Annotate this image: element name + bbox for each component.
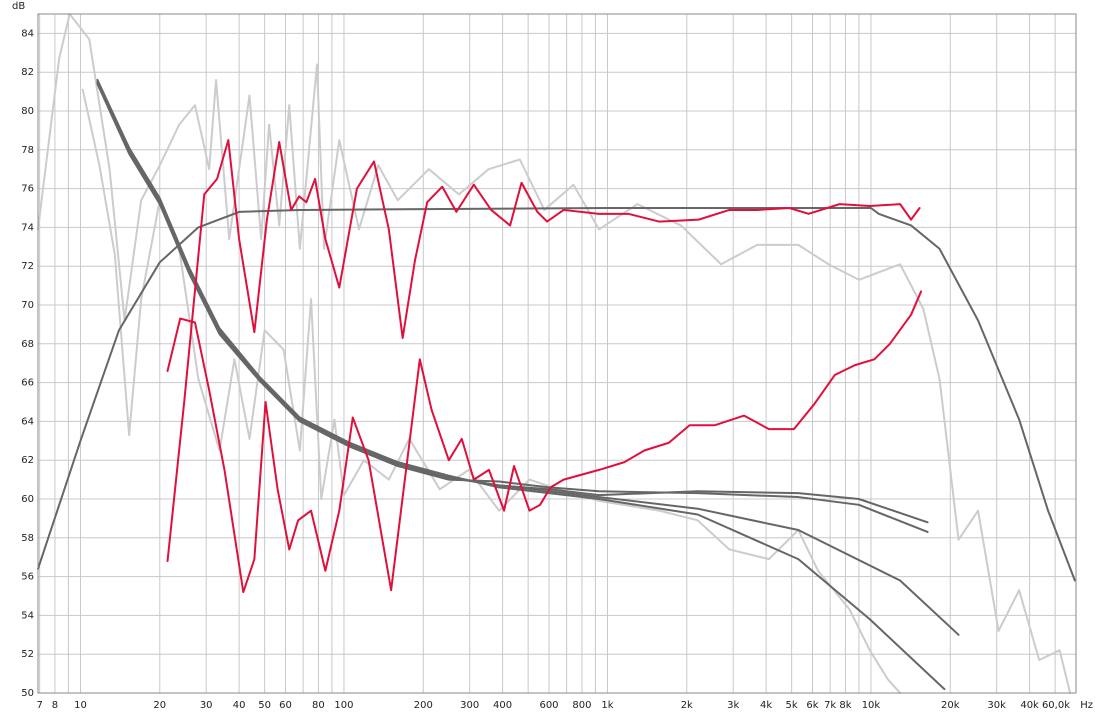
y-tick-label: 76	[21, 184, 34, 195]
y-tick-label: 50	[21, 688, 34, 699]
x-tick-label: 40	[233, 700, 246, 711]
x-tick-label: 40k	[1020, 700, 1039, 711]
x-tick-label: 7	[36, 700, 42, 711]
x-tick-label: 2k	[681, 700, 693, 711]
series-line	[37, 207, 1076, 582]
y-tick-label: 56	[21, 572, 34, 583]
x-tick-label: 5k	[786, 700, 798, 711]
y-tick-label: 72	[21, 261, 34, 272]
x-tick-label: 80	[312, 700, 325, 711]
y-tick-label: 60	[21, 494, 34, 505]
x-tick-label: 800	[572, 700, 591, 711]
x-tick-label: 100	[334, 700, 353, 711]
x-tick-label: 1k	[601, 700, 613, 711]
x-tick-label: 50	[258, 700, 271, 711]
y-tick-label: 68	[21, 339, 34, 350]
x-tick-label: 10	[74, 700, 87, 711]
x-tick-label: 6k	[806, 700, 818, 711]
y-tick-label: 80	[21, 106, 34, 117]
y-tick-label: 64	[21, 416, 34, 427]
y-tick-label: 74	[21, 222, 34, 233]
x-tick-label: 60	[279, 700, 292, 711]
grid	[38, 14, 1077, 694]
y-tick-label: 82	[21, 67, 34, 78]
y-tick-label: 54	[21, 610, 34, 621]
plot-border	[37, 13, 1077, 694]
y-tick-label: 84	[21, 28, 34, 39]
series-line	[37, 13, 1072, 694]
x-tick-label: 600	[539, 700, 558, 711]
x-tick-label: 8k	[839, 700, 851, 711]
y-axis-label: dB	[12, 1, 25, 12]
x-tick-label: 300	[460, 700, 479, 711]
x-axis-label: Hz	[1080, 700, 1093, 711]
x-tick-label: 20k	[941, 700, 960, 711]
y-tick-label: 62	[21, 455, 34, 466]
x-tick-label: 30k	[987, 700, 1006, 711]
x-tick-label: 200	[414, 700, 433, 711]
y-tick-label: 70	[21, 300, 34, 311]
labels: dB Hz 5052545658606264666870727476788082…	[12, 1, 1093, 711]
series-line	[96, 80, 960, 636]
series-line	[96, 78, 946, 691]
x-tick-label: 10k	[862, 700, 881, 711]
y-tick-label: 66	[21, 378, 34, 389]
y-tick-label: 78	[21, 145, 34, 156]
x-tick-label: 4k	[760, 700, 772, 711]
x-tick-label: 60,0k	[1042, 700, 1070, 711]
y-tick-label: 58	[21, 533, 34, 544]
x-tick-label: 8	[52, 700, 58, 711]
lines	[37, 13, 1076, 694]
x-tick-label: 3k	[727, 700, 739, 711]
x-tick-label: 30	[200, 700, 213, 711]
series-line	[166, 139, 921, 563]
x-tick-label: 7k	[824, 700, 836, 711]
x-tick-label: 400	[493, 700, 512, 711]
series-line	[166, 290, 923, 594]
y-tick-label: 52	[21, 649, 34, 660]
plot-area	[38, 14, 1076, 693]
x-tick-label: 20	[153, 700, 166, 711]
